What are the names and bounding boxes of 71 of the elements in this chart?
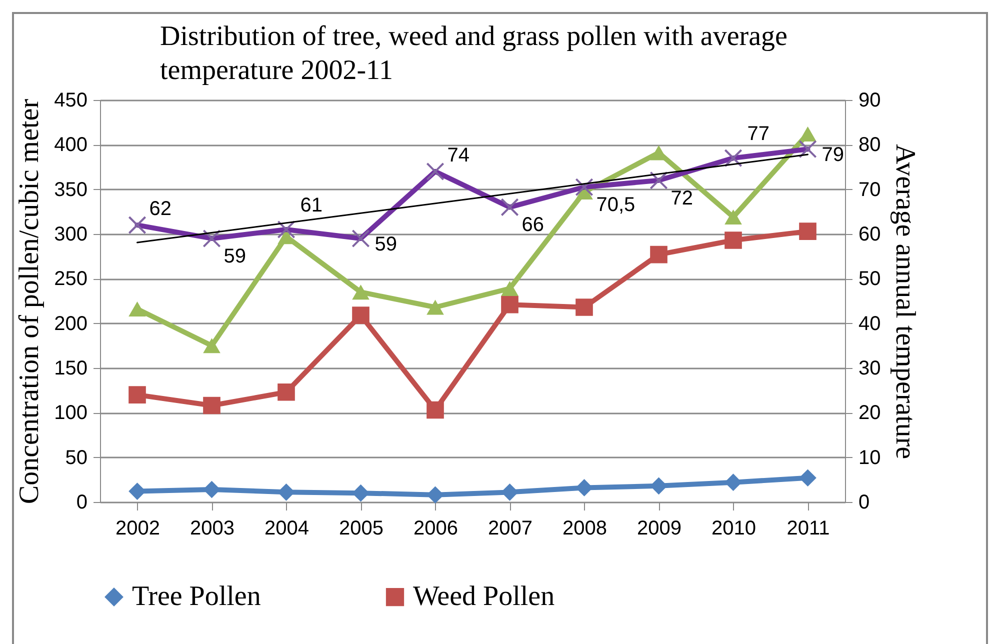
x-tick-label: 2009 [637,518,682,540]
point [724,210,742,225]
point [576,479,593,496]
legend-label: Weed Pollen [413,581,555,612]
point [128,386,146,404]
y2-tick-label: 40 [858,312,881,335]
point [576,298,593,316]
y2-axis-title: Average annual temperature [890,144,921,460]
point [278,484,295,501]
x-tick-label: 2006 [414,518,458,540]
data-label: 70,5 [596,194,636,216]
data-label: 62 [149,198,172,220]
y2-tick-label: 20 [858,402,881,424]
point [501,296,518,314]
point [426,401,444,419]
x-tick-label: 2005 [339,518,384,540]
x-tick-label: 2007 [488,518,532,540]
y2-tick-label: 30 [858,358,881,380]
legend-label: Tree Pollen [132,581,261,612]
y2-tick-label: 80 [858,134,881,156]
x-tick-label: 2004 [264,518,309,540]
data-label: 74 [447,144,470,166]
point [650,246,668,264]
data-label: 66 [522,214,544,236]
y-tick-label: 450 [54,90,88,112]
y-tick-label: 400 [54,134,88,156]
point [426,300,444,315]
data-label: 72 [670,187,693,210]
data-label: 59 [224,245,246,268]
point [352,306,370,324]
point [203,480,220,498]
y2-tick-label: 50 [858,268,881,290]
x-tick-label: 2008 [562,518,607,540]
point [501,280,518,296]
data-label: 59 [374,233,397,256]
point [426,486,444,504]
y2-tick-label: 90 [858,90,881,112]
y2-tick-label: 60 [858,224,881,246]
y-axis-title: Concentration of pollen/cubic meter [14,98,46,504]
y-tick-label: 0 [76,492,88,514]
point [799,222,816,240]
y-tick-label: 50 [65,446,88,469]
data-label: 61 [300,194,322,217]
point [128,302,146,317]
point [724,474,742,492]
y-tick-label: 350 [54,178,88,201]
point [724,232,742,249]
point [278,383,295,401]
point [128,482,146,500]
y-tick-label: 250 [54,268,88,290]
point [650,477,668,495]
point [799,469,816,487]
x-tick-label: 2002 [116,518,160,540]
y-tick-label: 300 [54,224,88,246]
x-tick-label: 2011 [786,518,830,540]
y2-tick-label: 0 [858,492,870,514]
x-tick-label: 2003 [190,518,234,540]
point [203,338,220,354]
data-label: 79 [822,144,844,166]
y2-tick-label: 10 [858,446,881,469]
x-tick-label: 2010 [712,518,756,540]
y-tick-label: 150 [54,358,88,380]
point [501,484,518,501]
point [203,396,220,414]
point [352,284,370,300]
point [799,126,816,142]
y-tick-label: 200 [54,312,88,335]
chart-title: Distribution of tree, weed and grass pollen with average temperature 2002-11 [160,20,788,88]
y2-tick-label: 70 [858,178,881,201]
data-label: 77 [747,123,770,146]
y-tick-label: 100 [54,402,88,424]
